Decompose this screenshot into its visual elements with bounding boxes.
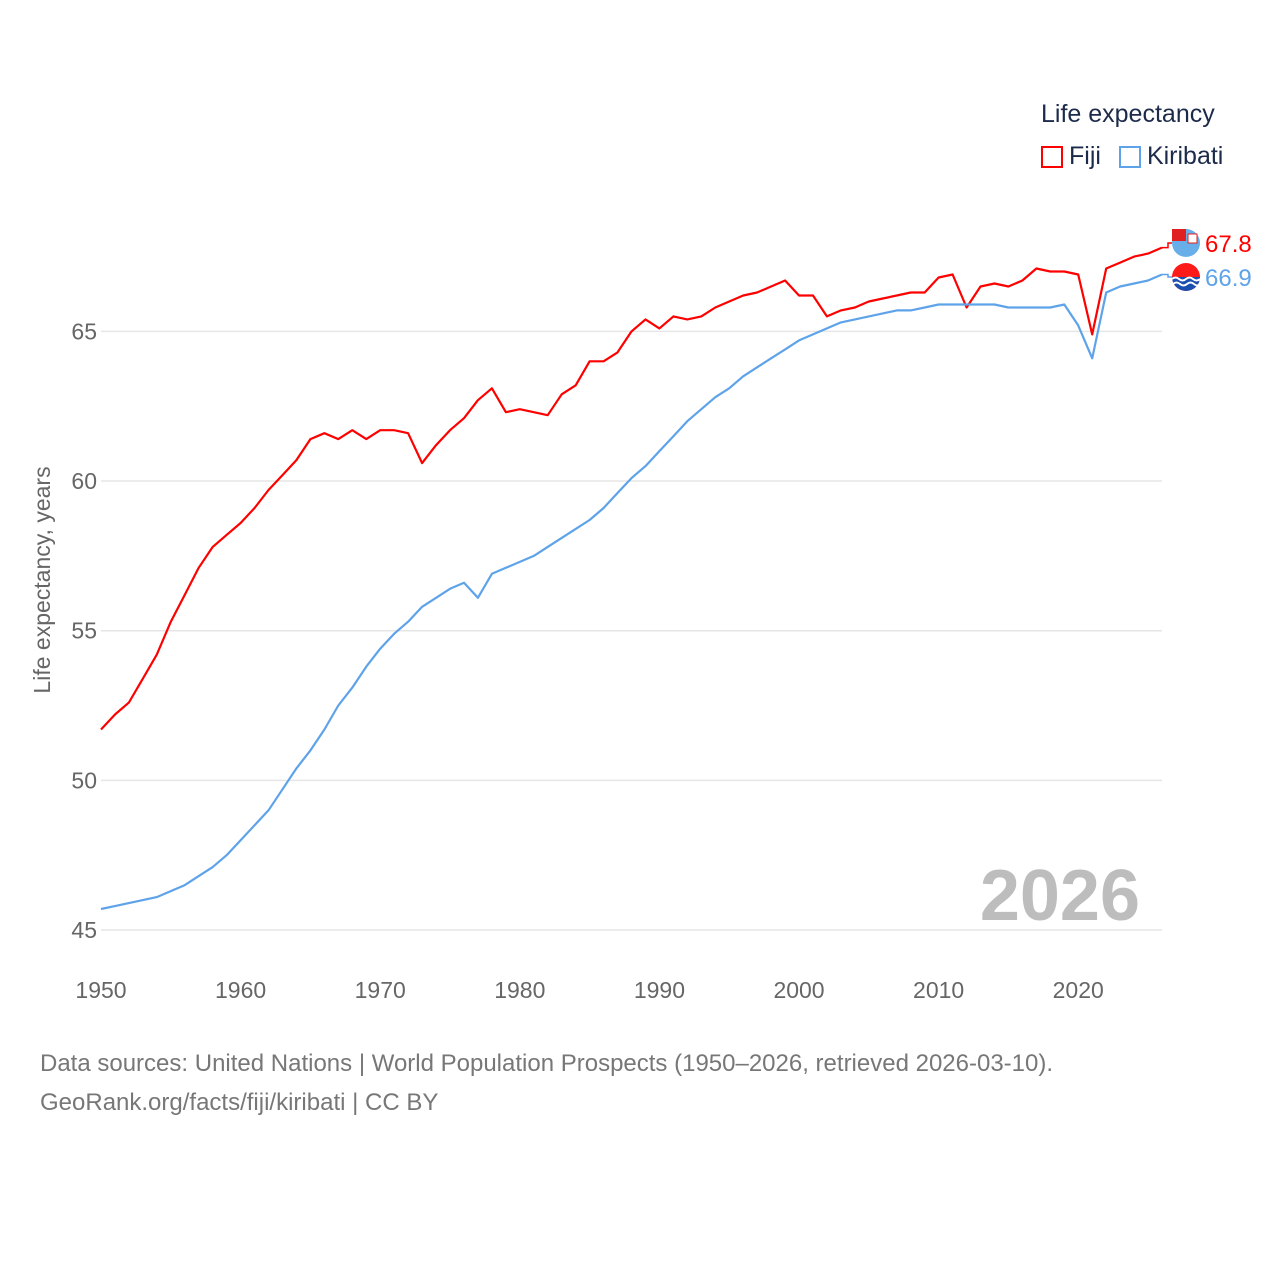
source-line-2[interactable]: GeoRank.org/facts/fiji/kiribati | CC BY [40,1089,439,1116]
y-tick-label: 50 [71,767,97,793]
source-line-1: Data sources: United Nations | World Pop… [40,1050,1054,1077]
x-tick-label: 1960 [215,977,266,1003]
end-value-label-kiribati: 66.9 [1205,265,1252,292]
fiji-flag-shield [1187,233,1198,244]
x-tick-label: 1950 [75,977,126,1003]
x-tick-label: 1990 [634,977,685,1003]
y-tick-label: 55 [71,618,97,644]
connector-line [1162,242,1172,249]
series-line-kiribati [100,273,1163,911]
legend-swatch-kiribati [1118,145,1141,168]
legend-label-kiribati: Kiribati [1146,142,1224,170]
legend-item-fiji[interactable]: Fiji [1041,142,1101,171]
connector-line [1162,273,1172,278]
legend: Fiji Kiribati [1041,142,1223,171]
legend-item-kiribati[interactable]: Kiribati [1118,142,1224,171]
x-tick-label: 1970 [355,977,406,1003]
fiji-flag-canton [1172,229,1186,241]
y-axis-label: Life expectancy, years [29,466,55,693]
source-note: Data sources: United Nations | World Pop… [40,1044,1053,1122]
x-tick-label: 2010 [913,977,964,1003]
x-tick-label: 1980 [494,977,545,1003]
kiribati-flag-waves [1171,276,1201,287]
y-tick-label: 65 [71,318,97,344]
x-tick-label: 2020 [1053,977,1104,1003]
x-tick-label: 2000 [773,977,824,1003]
end-value-label-fiji: 67.8 [1205,231,1252,258]
series-line-fiji [100,246,1163,731]
y-tick-label: 45 [71,917,97,943]
legend-swatch-fiji [1041,145,1063,168]
year-watermark: 2026 [980,856,1140,936]
legend-title: Life expectancy [1041,100,1215,128]
y-tick-label: 60 [71,468,97,494]
legend-label-fiji: Fiji [1069,142,1101,170]
